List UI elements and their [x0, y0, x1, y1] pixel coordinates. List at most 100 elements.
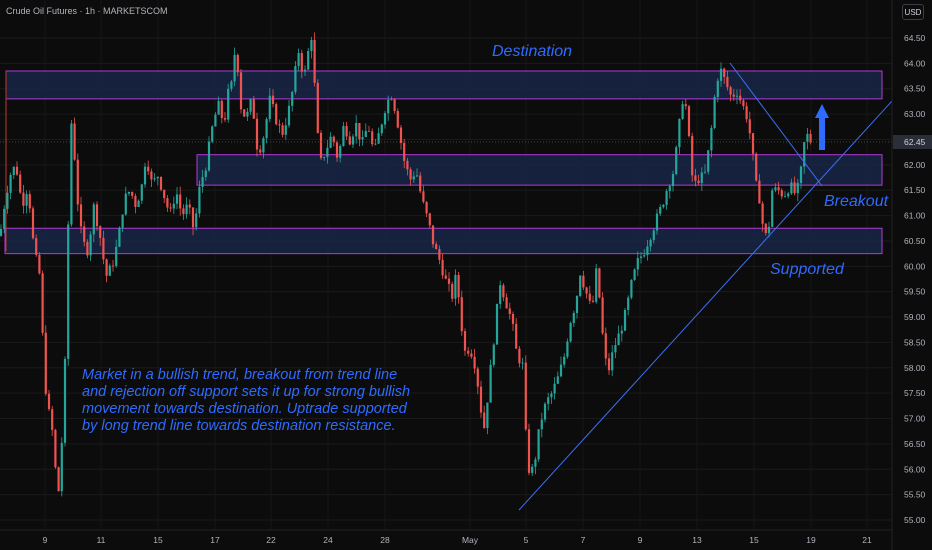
candle-body — [755, 153, 758, 181]
candle-body — [127, 191, 131, 194]
candle-body — [646, 246, 649, 256]
candle-body — [403, 142, 406, 161]
candle-body — [137, 200, 140, 207]
currency-badge[interactable]: USD — [902, 4, 924, 20]
candle-body — [92, 204, 95, 235]
candle-body — [771, 190, 774, 227]
candle-body — [236, 54, 239, 73]
candle-body — [457, 274, 460, 298]
candle-body — [678, 118, 681, 148]
destination-label: Destination — [492, 43, 573, 60]
candle-body — [438, 249, 441, 260]
y-tick-label: 58.50 — [904, 337, 926, 347]
candle-body — [0, 228, 3, 236]
candle-body — [271, 95, 275, 105]
candle-body — [252, 99, 255, 119]
candle-body — [79, 204, 83, 227]
candle-body — [454, 274, 457, 299]
candle-body — [303, 69, 307, 72]
grid — [0, 37, 892, 521]
y-tick-label: 57.50 — [904, 388, 926, 398]
candle-body — [790, 182, 793, 194]
candle-body — [553, 383, 556, 394]
candle-body — [345, 126, 348, 137]
candle-body — [476, 368, 479, 387]
candle-body — [550, 393, 553, 398]
candle-body — [307, 50, 310, 70]
candle-body — [70, 123, 73, 225]
x-tick-label: 19 — [806, 535, 816, 545]
candle-body — [227, 88, 230, 120]
y-tick-label: 55.00 — [904, 515, 926, 525]
candle-body — [745, 106, 748, 120]
candle-body — [719, 68, 723, 81]
candle-body — [627, 297, 630, 310]
candle-body — [636, 258, 639, 270]
candle-body — [534, 459, 537, 467]
candle-body — [310, 39, 313, 51]
candle-body — [291, 91, 294, 106]
candle-body — [639, 256, 643, 259]
candle-body — [617, 333, 620, 346]
candle-body — [537, 429, 540, 460]
candle-body — [713, 97, 716, 128]
candle-body — [483, 412, 486, 429]
candle-body — [668, 186, 671, 192]
candle-body — [406, 160, 409, 170]
zones — [4, 70, 883, 255]
candle-body — [716, 80, 719, 98]
candle-body — [662, 204, 665, 208]
candle-body — [796, 182, 799, 194]
candle-body — [758, 180, 761, 204]
candle-body — [25, 194, 28, 206]
candle-body — [22, 192, 25, 206]
zone-support — [4, 227, 883, 255]
candle-body — [316, 82, 319, 133]
candle-body — [623, 309, 627, 331]
candle-body — [105, 259, 108, 276]
candle-body — [547, 397, 550, 404]
candle-body — [611, 352, 614, 371]
x-tick-label: 7 — [581, 535, 586, 545]
candle-body — [313, 39, 316, 83]
candle-body — [153, 178, 156, 180]
candle-body — [396, 110, 399, 128]
candle-body — [431, 225, 435, 245]
y-tick-label: 64.00 — [904, 58, 926, 68]
candle-body — [335, 142, 339, 158]
y-tick-label: 64.50 — [904, 33, 926, 43]
candle-body — [255, 118, 259, 150]
candle-body — [294, 66, 297, 92]
candle-body — [239, 72, 243, 110]
candle-body — [585, 287, 588, 294]
candle-body — [169, 207, 172, 209]
candle-body — [118, 227, 121, 247]
candle-body — [787, 193, 790, 197]
candle-body — [140, 184, 143, 201]
y-tick-label: 59.50 — [904, 287, 926, 297]
candle-body — [467, 350, 470, 354]
candle-body — [300, 53, 303, 72]
candle-body — [31, 208, 35, 239]
candle-body — [351, 136, 355, 145]
y-tick-label: 61.50 — [904, 185, 926, 195]
candle-body — [95, 204, 99, 227]
candle-body — [121, 214, 124, 228]
candle-body — [505, 297, 508, 309]
candle-body — [214, 114, 217, 127]
candle-body — [371, 131, 374, 145]
candle-body — [51, 409, 54, 430]
candle-body — [67, 224, 70, 359]
candle-body — [182, 208, 185, 215]
candle-body — [508, 308, 511, 314]
candle-body — [806, 133, 809, 143]
candle-body — [694, 175, 697, 181]
candle-body — [751, 133, 755, 154]
candle-body — [441, 259, 444, 276]
y-tick-label: 60.50 — [904, 236, 926, 246]
candle-body — [707, 150, 710, 172]
x-tick-label: 28 — [380, 535, 390, 545]
candle-body — [447, 278, 451, 284]
candle-body — [422, 191, 425, 202]
